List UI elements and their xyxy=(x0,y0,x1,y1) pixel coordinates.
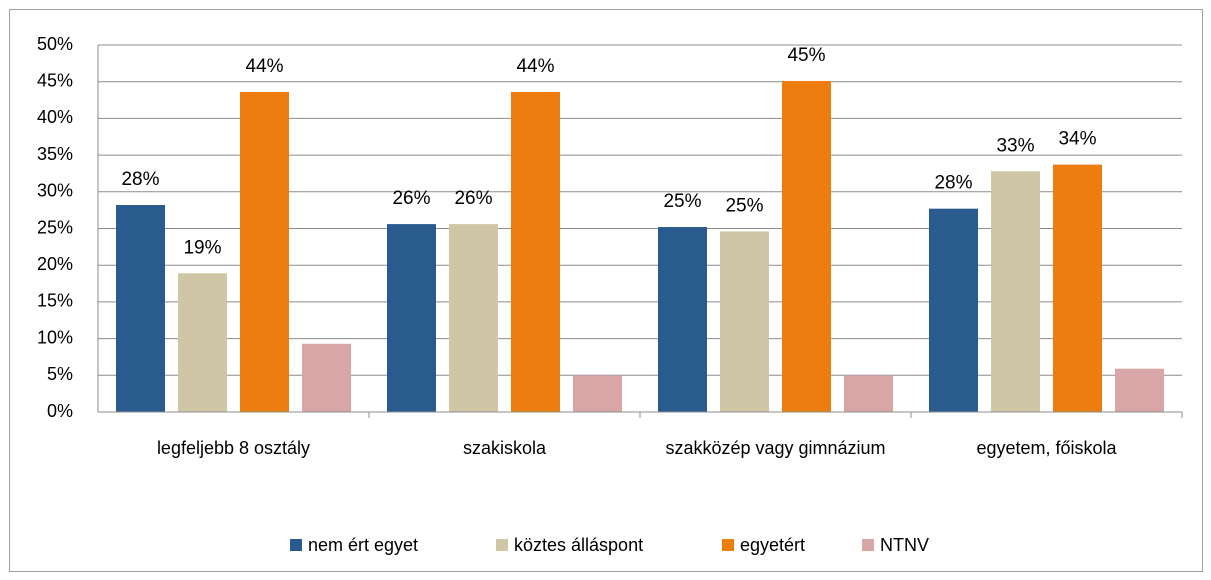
value-label: 25% xyxy=(663,191,701,212)
x-tick-label: szakközép vagy gimnázium xyxy=(665,438,886,458)
y-tick-label: 35% xyxy=(37,144,73,164)
y-tick-label: 10% xyxy=(37,327,73,347)
legend-swatch xyxy=(496,539,508,551)
value-label: 28% xyxy=(121,169,159,190)
bar xyxy=(1115,368,1164,412)
value-label: 44% xyxy=(245,56,283,77)
chart-border xyxy=(9,9,1203,572)
y-tick-label: 0% xyxy=(47,401,73,421)
legend-label: nem ért egyet xyxy=(308,535,418,555)
bar xyxy=(658,227,707,412)
bar xyxy=(991,171,1040,412)
value-label: 33% xyxy=(996,135,1034,156)
bar xyxy=(720,231,769,412)
bar xyxy=(929,208,978,412)
bar xyxy=(844,375,893,412)
legend-label: egyetért xyxy=(740,535,805,555)
value-label: 44% xyxy=(516,56,554,77)
bar xyxy=(302,343,351,412)
legend-label: köztes álláspont xyxy=(514,535,643,555)
y-tick-label: 5% xyxy=(47,364,73,384)
bar xyxy=(511,91,560,412)
y-tick-label: 45% xyxy=(37,70,73,90)
value-label: 26% xyxy=(392,188,430,209)
x-tick-label: egyetem, főiskola xyxy=(976,438,1117,458)
x-tick-label: szakiskola xyxy=(462,438,547,458)
bar xyxy=(240,91,289,412)
value-label: 45% xyxy=(787,45,825,66)
y-tick-label: 40% xyxy=(37,107,73,127)
bar xyxy=(178,273,227,412)
value-label: 19% xyxy=(183,237,221,258)
bar xyxy=(116,205,165,412)
value-label: 25% xyxy=(725,195,763,216)
bar xyxy=(573,375,622,412)
legend-swatch xyxy=(722,539,734,551)
value-label: 26% xyxy=(454,188,492,209)
legend-label: NTNV xyxy=(880,535,929,555)
y-tick-label: 50% xyxy=(37,34,73,54)
legend-swatch xyxy=(862,539,874,551)
value-label: 34% xyxy=(1058,129,1096,150)
x-tick-label: legfeljebb 8 osztály xyxy=(156,438,311,458)
y-tick-label: 15% xyxy=(37,291,73,311)
bar xyxy=(782,80,831,412)
y-tick-label: 30% xyxy=(37,181,73,201)
y-tick-label: 20% xyxy=(37,254,73,274)
y-tick-label: 25% xyxy=(37,217,73,237)
value-label: 28% xyxy=(934,173,972,194)
legend-swatch xyxy=(290,539,302,551)
bar xyxy=(387,224,436,412)
bar xyxy=(449,224,498,412)
bar xyxy=(1053,164,1102,412)
